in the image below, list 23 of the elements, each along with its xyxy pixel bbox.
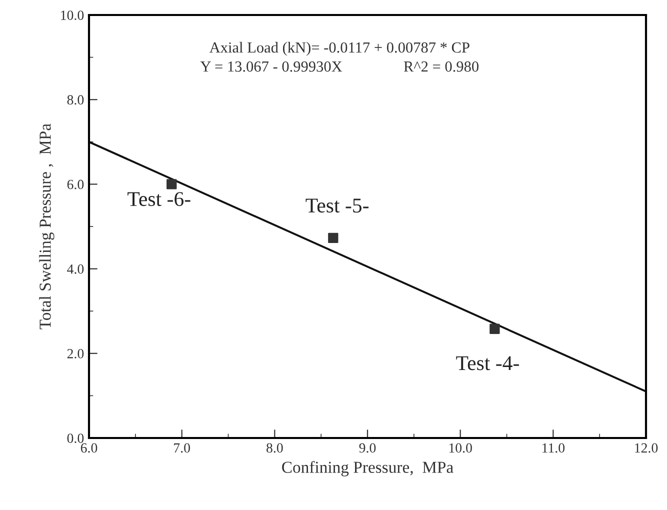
x-tick-label: 11.0 — [542, 443, 565, 453]
point — [166, 179, 177, 190]
annotation: Test -4- — [456, 356, 519, 370]
annotation: Test -6- — [128, 192, 190, 206]
point — [328, 232, 338, 244]
x-tick-label: 10.0 — [449, 443, 472, 453]
x-tick-label: 8.0 — [266, 443, 283, 453]
y-tick-label: 4.0 — [67, 264, 84, 274]
y-tick-label: 6.0 — [67, 180, 84, 190]
x-tick-label: 7.0 — [174, 443, 190, 453]
annotation: Y = 13.067 - 0.99930X R^2 = 0.980 — [200, 61, 479, 72]
y-tick-label: 0.0 — [67, 434, 84, 444]
y-tick-label: 8.0 — [67, 95, 84, 105]
annotation: Test -5- — [306, 198, 369, 213]
x-axis-title: Confining Pressure, MPa — [282, 461, 454, 476]
point — [490, 324, 500, 334]
y-tick-label: 10.0 — [61, 10, 84, 20]
annotation: Axial Load (kN)= -0.0117 + 0.00787 * CP — [209, 42, 470, 56]
y-axis-title: Total Swelling Pressure , MPa — [39, 124, 54, 330]
x-tick-label: 9.0 — [359, 443, 376, 453]
y-tick-label: 2.0 — [67, 348, 84, 358]
x-tick-label: 12.0 — [635, 443, 658, 453]
x-tick-label: 6.0 — [80, 443, 98, 453]
